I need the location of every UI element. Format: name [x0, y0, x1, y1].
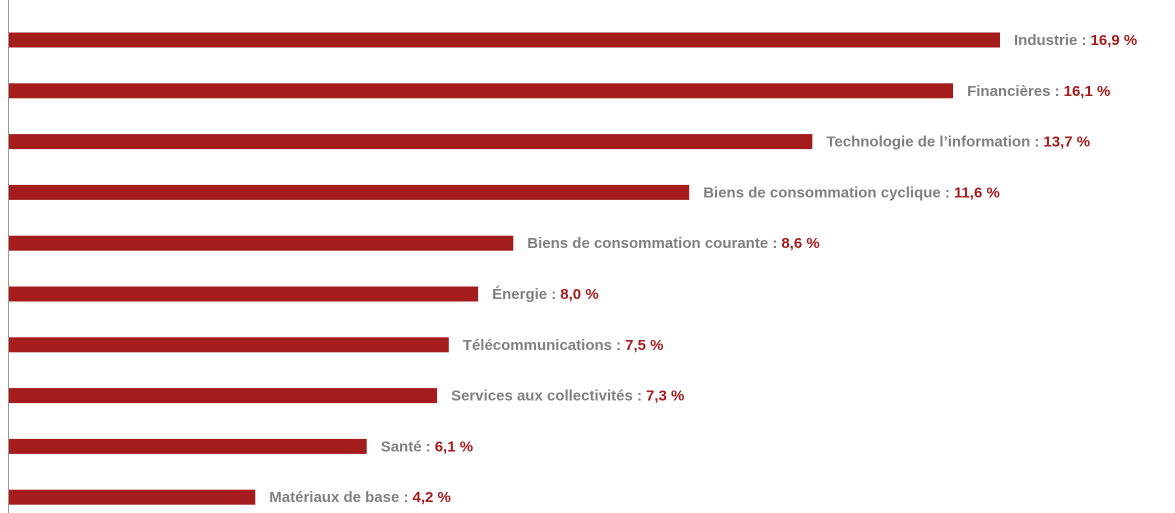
category-label: Matériaux de base : [269, 489, 408, 506]
category-label: Énergie : [492, 286, 556, 303]
value-label: 11,6 % [954, 184, 1000, 201]
category-label: Technologie de l’information : [826, 134, 1039, 151]
bar [9, 184, 690, 200]
category-label: Industrie : [1014, 32, 1087, 49]
bar-label: Industrie :16,9 % [1014, 32, 1137, 49]
value-label: 8,6 % [781, 235, 819, 252]
value-label: 16,1 % [1064, 83, 1111, 100]
bar [9, 489, 256, 505]
bar-label: Télécommunications :7,5 % [463, 337, 664, 354]
bar-label: Santé :6,1 % [381, 438, 473, 455]
bar [9, 438, 367, 454]
bar-label: Biens de consommation courante :8,6 % [527, 235, 819, 252]
bar-label: Financières :16,1 % [967, 83, 1110, 100]
bar [9, 337, 449, 353]
bar [9, 134, 813, 150]
value-label: 13,7 % [1043, 134, 1090, 151]
value-label: 6,1 % [435, 438, 473, 455]
value-label: 7,3 % [646, 388, 684, 405]
category-label: Biens de consommation courante : [527, 235, 777, 252]
value-label: 8,0 % [560, 286, 598, 303]
bar-label: Matériaux de base : 4,2 % [269, 489, 451, 506]
category-label: Services aux collectivités : [451, 388, 642, 405]
bar-label: Technologie de l’information :13,7 % [826, 134, 1090, 151]
category-label: Financières : [967, 83, 1060, 100]
bar [9, 235, 514, 251]
category-label: Télécommunications : [463, 337, 621, 354]
value-label: 7,5 % [625, 337, 663, 354]
bar [9, 286, 479, 302]
bar-label: Énergie :8,0 % [492, 286, 599, 303]
value-label: 4,2 % [413, 489, 451, 506]
category-label: Biens de consommation cyclique : [703, 184, 950, 201]
bar-label: Services aux collectivités :7,3 % [451, 388, 684, 405]
bar [9, 83, 954, 99]
bar [9, 388, 438, 404]
value-label: 16,9 % [1091, 32, 1138, 49]
bar [9, 32, 1000, 48]
category-label: Santé : [381, 438, 431, 455]
bar-label: Biens de consommation cyclique :11,6 % [703, 184, 1000, 201]
